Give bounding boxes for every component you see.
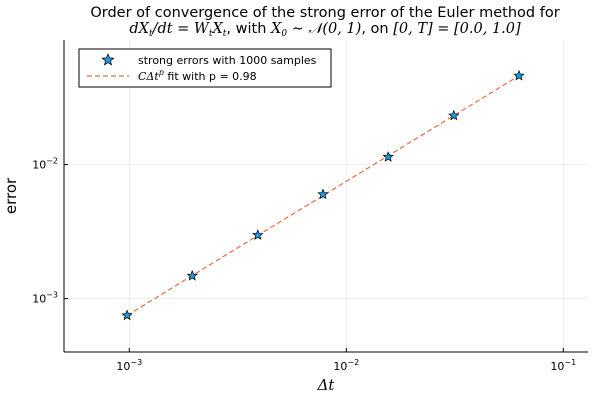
legend-label-fit: CΔtp fit with p = 0.98 bbox=[138, 68, 257, 83]
data-point-star bbox=[513, 69, 525, 81]
ticks: 10−3 10−2 10−1 10−3 10−2 bbox=[32, 157, 576, 373]
data-point-star bbox=[448, 109, 460, 121]
legend-star-icon bbox=[101, 53, 115, 66]
legend-box bbox=[78, 48, 332, 88]
x-tick-label: 10−1 bbox=[550, 358, 576, 373]
x-axis-label: Δt bbox=[317, 376, 336, 394]
y-tick-label: 10−2 bbox=[32, 157, 58, 172]
legend: strong errors with 1000 samples CΔtp fit… bbox=[78, 48, 332, 88]
data-point-star bbox=[317, 188, 329, 200]
y-tick-label: 10−3 bbox=[32, 291, 58, 306]
y-axis-label: error bbox=[2, 177, 20, 214]
data-point-star bbox=[121, 309, 133, 321]
data-point-star bbox=[252, 229, 264, 240]
x-tick-label: 10−2 bbox=[333, 358, 359, 373]
legend-marker-star bbox=[101, 53, 115, 66]
data-point-star bbox=[186, 269, 198, 281]
series-layer bbox=[121, 69, 525, 321]
data-point-star bbox=[382, 151, 394, 162]
grid bbox=[64, 40, 588, 352]
legend-label-strong-errors: strong errors with 1000 samples bbox=[138, 54, 317, 67]
chart-title-line1: Order of convergence of the strong error… bbox=[90, 5, 559, 21]
chart-title-line2: dXt/dt = WtXt, with X0 ∼ 𝒩(0, 1), on [0,… bbox=[129, 21, 521, 39]
axes bbox=[63, 40, 588, 353]
x-tick-label: 10−3 bbox=[116, 358, 142, 373]
